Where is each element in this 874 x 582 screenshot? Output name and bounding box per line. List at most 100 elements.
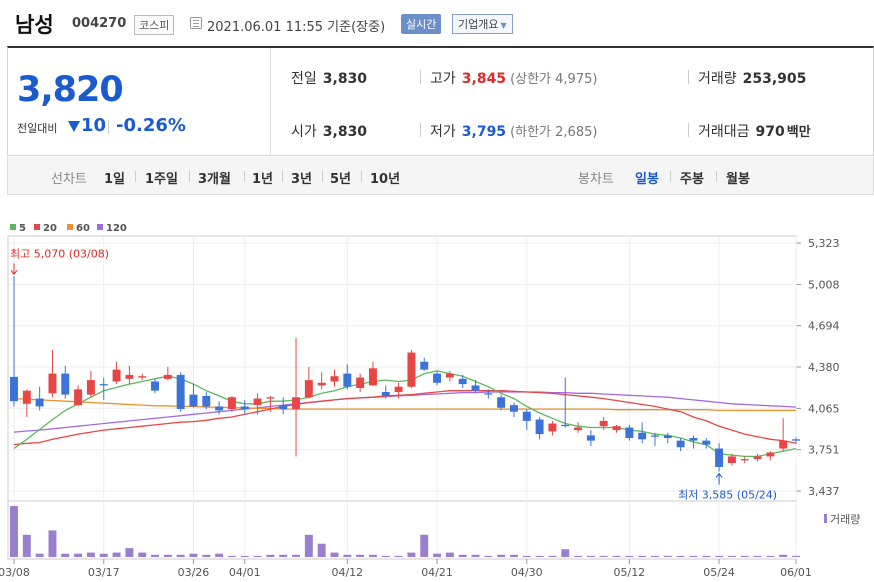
quote-datetime: 2021.06.01 11:55 기준(장중) xyxy=(207,20,386,35)
candle-body xyxy=(407,352,416,387)
candle-body xyxy=(663,435,672,439)
volume-bar xyxy=(676,555,685,557)
divider xyxy=(322,171,323,182)
volume-label: 거래량 xyxy=(830,513,860,526)
x-tick-label: 06/01 xyxy=(780,566,812,579)
candle-body xyxy=(586,435,595,441)
candle-body xyxy=(458,378,467,385)
period-10y[interactable]: 10년 xyxy=(370,172,401,187)
volume-bar xyxy=(176,554,185,557)
volume-bar xyxy=(574,555,583,557)
candle-daily[interactable]: 일봉 xyxy=(635,172,659,187)
volume-bar xyxy=(10,506,18,557)
period-1y[interactable]: 1년 xyxy=(252,172,274,187)
volume-bar xyxy=(99,553,108,557)
period-3y[interactable]: 3년 xyxy=(291,172,313,187)
candle-body xyxy=(343,373,352,387)
volume-bar xyxy=(612,555,621,557)
divider xyxy=(688,70,689,84)
candle-body xyxy=(253,398,262,406)
company-info-dropdown[interactable]: 기업개요 ▼ xyxy=(452,14,513,34)
period-5y[interactable]: 5년 xyxy=(330,172,352,187)
volume-bar xyxy=(163,554,172,557)
ma60-line xyxy=(13,397,796,412)
y-tick-label: 5,323 xyxy=(808,237,840,250)
volume-bar xyxy=(638,555,647,557)
volume-bar xyxy=(548,555,557,557)
stock-code: 004270 xyxy=(72,16,127,31)
volume-bar xyxy=(625,555,634,557)
candle-body xyxy=(766,452,775,457)
volume-bar xyxy=(458,554,467,557)
candle-body xyxy=(445,373,454,378)
volume-bar xyxy=(522,555,531,557)
volume-bar xyxy=(253,555,262,557)
x-tick-label: 03/26 xyxy=(178,566,210,579)
ma5-line xyxy=(13,370,797,458)
candle-body xyxy=(292,397,301,410)
volume-bar xyxy=(138,552,147,557)
candle-body xyxy=(381,391,390,396)
candle-body xyxy=(368,368,377,386)
candle-body xyxy=(240,406,249,410)
candle-body xyxy=(86,380,95,395)
candle-body xyxy=(74,389,83,406)
low-price: 저가 3,795 (하한가 2,685) xyxy=(430,124,598,140)
candle-body xyxy=(125,374,134,379)
x-tick-label: 04/01 xyxy=(229,566,261,579)
volume-bar xyxy=(663,555,672,557)
candle-body xyxy=(163,374,172,379)
current-price: 3,820 xyxy=(17,70,124,110)
y-tick-label: 4,380 xyxy=(808,361,840,374)
period-bar: 선차트 1일 1주일 3개월 1년 3년 5년 10년 봉차트 일봉 주봉 월봉 xyxy=(7,157,874,195)
candle-body xyxy=(497,397,506,408)
volume-bar xyxy=(74,553,83,557)
volume-legend-swatch xyxy=(824,514,827,523)
down-triangle-icon xyxy=(68,121,80,132)
volume-bar xyxy=(368,554,377,557)
volume-bar xyxy=(561,549,570,557)
high-arrow-head xyxy=(10,269,18,276)
volume-bar xyxy=(279,554,288,557)
y-tick-label: 4,065 xyxy=(808,402,840,415)
price-plot-frame xyxy=(7,235,797,502)
volume-bar xyxy=(740,555,749,557)
volume-bar xyxy=(497,554,506,557)
candle-body xyxy=(151,381,159,391)
period-3m[interactable]: 3개월 xyxy=(198,172,231,187)
volume-bar xyxy=(112,552,121,557)
volume-bar xyxy=(202,554,211,557)
candle-body xyxy=(99,384,108,386)
low-arrow-head xyxy=(715,472,723,478)
candle-body xyxy=(676,440,685,448)
candle-body xyxy=(10,376,18,402)
candle-body xyxy=(599,420,608,427)
realtime-button[interactable]: 실시간 xyxy=(401,14,442,34)
divider xyxy=(361,171,362,182)
volume-bar xyxy=(586,555,595,557)
volume-bar xyxy=(317,543,326,557)
divider xyxy=(270,48,271,156)
change-percent: -0.26% xyxy=(116,115,186,136)
volume-bar xyxy=(22,534,31,557)
candle-body xyxy=(702,440,711,445)
candle-body xyxy=(227,397,236,410)
volume-bar xyxy=(445,552,454,557)
candle-weekly[interactable]: 주봉 xyxy=(680,172,704,187)
volume-bar xyxy=(727,555,736,557)
candle-monthly[interactable]: 월봉 xyxy=(726,172,750,187)
candle-body xyxy=(753,456,762,460)
period-1w[interactable]: 1주일 xyxy=(145,172,178,187)
volume-bar xyxy=(792,555,800,557)
divider xyxy=(420,123,421,137)
candle-body xyxy=(138,376,147,378)
volume-bar xyxy=(48,530,57,557)
x-tick-label: 05/12 xyxy=(613,566,645,579)
high-annotation: 최고 5,070 (03/08) xyxy=(10,247,109,260)
period-1d[interactable]: 1일 xyxy=(104,172,126,187)
volume-bar xyxy=(215,553,224,557)
candle-chart-label: 봉차트 xyxy=(578,172,614,187)
divider xyxy=(135,171,136,182)
candle-body xyxy=(574,427,583,431)
